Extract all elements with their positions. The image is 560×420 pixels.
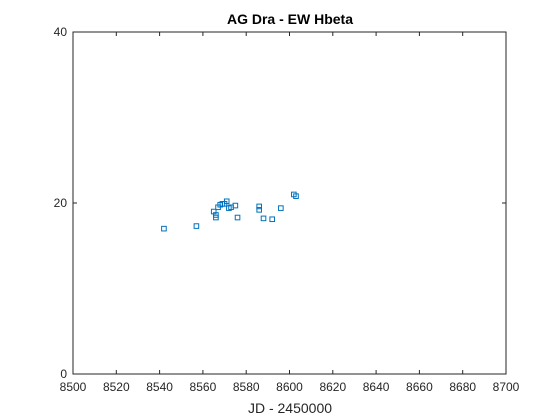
x-axis: 8500 8520 8540 8560 8580 8600 8620 8640 8660 8680… (60, 32, 520, 394)
x-tick-label: 8660 (406, 380, 433, 394)
data-point (256, 203, 262, 210)
x-tick-label: 8540 (146, 380, 173, 394)
data-point (256, 207, 262, 213)
x-tick-label: 8560 (190, 380, 217, 394)
y-axis: 0 20 40 (54, 25, 506, 381)
data-point (223, 198, 230, 205)
data-point (260, 215, 267, 222)
x-tick-label: 8520 (103, 380, 130, 394)
x-tick-label: 8600 (276, 380, 303, 394)
x-tick-label: 8680 (449, 380, 476, 394)
x-axis-label: JD - 2450000 (248, 400, 332, 416)
y-tick-label: 20 (54, 196, 68, 210)
plot-area-box (72, 31, 507, 375)
data-point (232, 202, 239, 209)
x-tick-label: 8700 (493, 380, 520, 394)
y-tick-label: 40 (54, 25, 68, 39)
x-tick-label: 8500 (60, 380, 87, 394)
data-point (269, 216, 275, 223)
x-tick-label: 8580 (233, 380, 260, 394)
data-point (193, 223, 200, 229)
data-point (293, 193, 299, 199)
chart-title: AG Dra - EW Hbeta (227, 11, 353, 27)
data-point (213, 214, 219, 221)
x-tick-label: 8620 (319, 380, 346, 394)
data-point (161, 225, 167, 232)
data-point (234, 214, 241, 221)
data-series (161, 191, 299, 232)
axes: 8500 8520 8540 8560 8580 8600 8620 8640 8660 8680… (54, 25, 520, 394)
x-tick-label: 8640 (363, 380, 390, 394)
data-point (278, 205, 284, 211)
y-tick-label: 0 (60, 367, 67, 381)
